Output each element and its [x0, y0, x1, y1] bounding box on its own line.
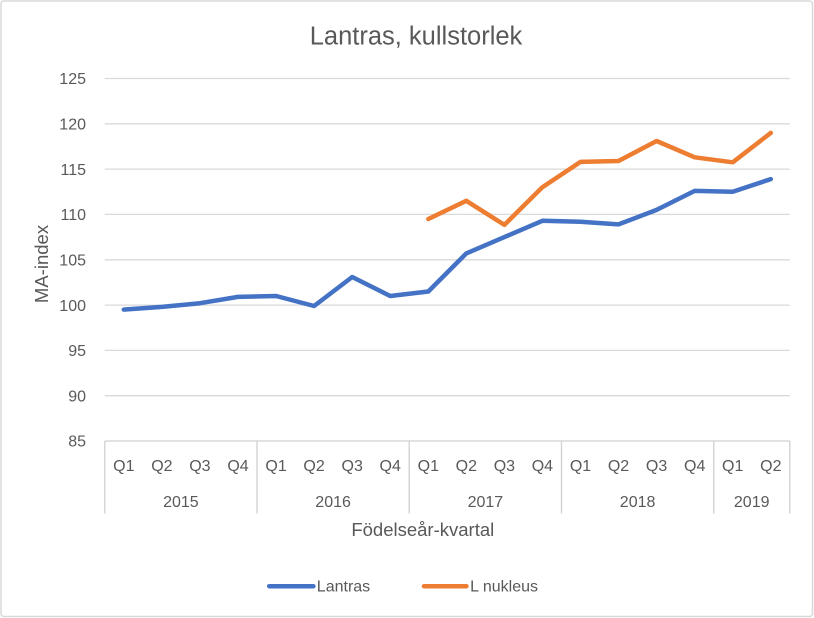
svg-text:100: 100	[59, 298, 86, 315]
svg-text:110: 110	[60, 207, 86, 224]
svg-text:Q1: Q1	[265, 458, 286, 475]
svg-text:Q4: Q4	[380, 458, 401, 475]
svg-text:Q2: Q2	[608, 458, 629, 475]
svg-text:Q1: Q1	[570, 458, 591, 475]
svg-text:Q2: Q2	[456, 458, 477, 475]
svg-text:MA-index: MA-index	[31, 224, 52, 303]
svg-text:Q4: Q4	[684, 458, 705, 475]
svg-text:Q1: Q1	[418, 458, 439, 475]
svg-text:105: 105	[59, 253, 86, 270]
svg-text:115: 115	[60, 162, 86, 179]
svg-text:Q4: Q4	[227, 458, 248, 475]
svg-text:95: 95	[68, 343, 86, 360]
svg-text:2019: 2019	[734, 494, 770, 511]
svg-text:90: 90	[68, 388, 86, 405]
svg-text:85: 85	[68, 434, 86, 451]
svg-text:2018: 2018	[620, 494, 656, 511]
svg-text:Q2: Q2	[760, 458, 781, 475]
svg-text:Q3: Q3	[189, 458, 210, 475]
svg-text:2016: 2016	[315, 494, 351, 511]
svg-text:Q2: Q2	[151, 458, 172, 475]
svg-text:Q3: Q3	[342, 458, 363, 475]
svg-text:125: 125	[59, 71, 86, 88]
svg-text:120: 120	[59, 117, 86, 134]
svg-text:Q3: Q3	[646, 458, 667, 475]
svg-text:2015: 2015	[163, 494, 199, 511]
svg-text:Q1: Q1	[722, 458, 743, 475]
svg-text:Lantras, kullstorlek: Lantras, kullstorlek	[310, 23, 523, 51]
svg-text:Lantras: Lantras	[317, 579, 370, 596]
svg-text:Q1: Q1	[113, 458, 134, 475]
svg-text:Q3: Q3	[494, 458, 515, 475]
svg-text:Q4: Q4	[532, 458, 553, 475]
svg-text:Födelseår-kvartal: Födelseår-kvartal	[351, 519, 494, 540]
svg-text:2017: 2017	[468, 494, 504, 511]
svg-text:Q2: Q2	[303, 458, 324, 475]
svg-text:L nukleus: L nukleus	[470, 579, 538, 596]
